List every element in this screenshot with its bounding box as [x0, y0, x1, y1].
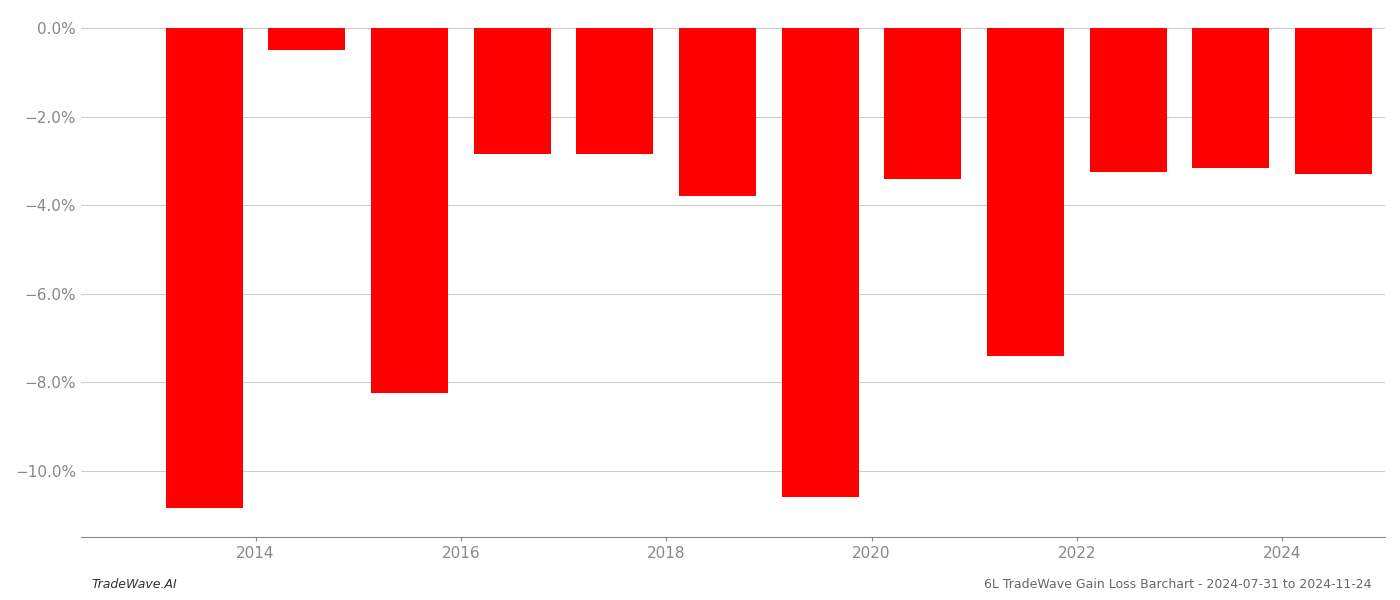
Bar: [1295, 28, 1372, 174]
Bar: [679, 28, 756, 196]
Bar: [885, 28, 962, 179]
Bar: [1193, 28, 1270, 167]
Text: 6L TradeWave Gain Loss Barchart - 2024-07-31 to 2024-11-24: 6L TradeWave Gain Loss Barchart - 2024-0…: [984, 578, 1372, 591]
Bar: [781, 28, 858, 497]
Bar: [577, 28, 654, 154]
Bar: [269, 28, 346, 50]
Bar: [473, 28, 550, 154]
Bar: [165, 28, 242, 508]
Bar: [371, 28, 448, 393]
Bar: [1089, 28, 1166, 172]
Text: TradeWave.AI: TradeWave.AI: [91, 578, 176, 591]
Bar: [987, 28, 1064, 356]
